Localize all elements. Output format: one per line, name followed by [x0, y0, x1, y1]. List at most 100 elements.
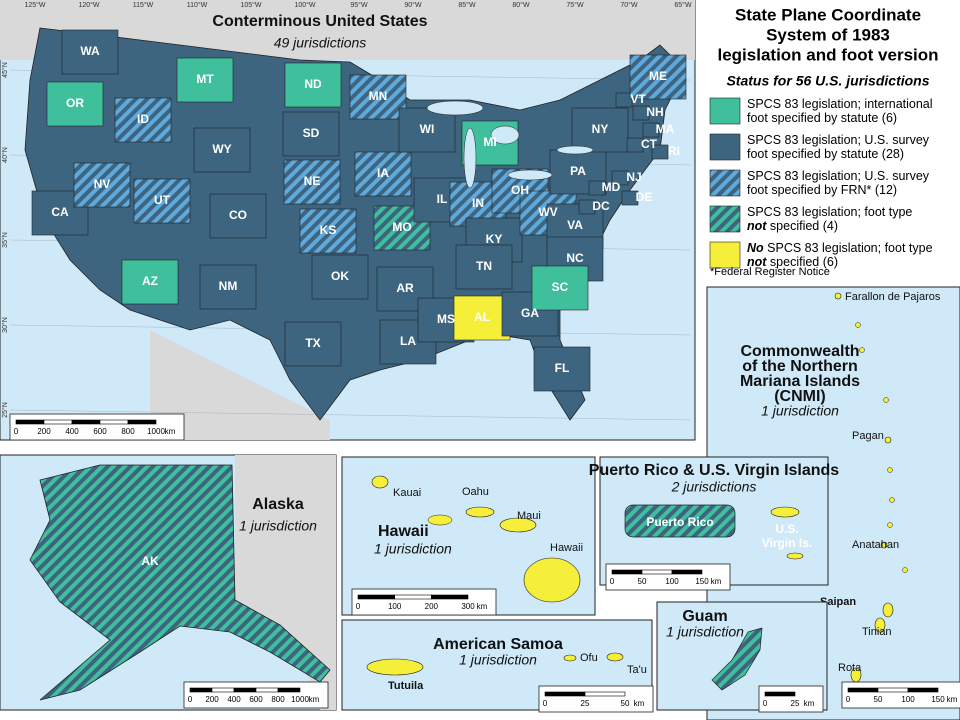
state-label: CO [229, 208, 247, 222]
state [133, 178, 191, 224]
scale-label: 50 [874, 695, 883, 704]
scale-unit: km [634, 699, 645, 708]
island [711, 627, 763, 691]
state-label: SD [303, 126, 320, 140]
state-label: CA [51, 205, 69, 219]
state [398, 107, 456, 153]
scale-segment [907, 687, 939, 693]
island-label: Oahu [462, 486, 489, 498]
legend-label: No SPCS 83 legislation; foot type [747, 241, 933, 255]
islet [887, 522, 893, 528]
state-label: MA [656, 122, 675, 136]
latitude-label: 40°N [1, 147, 9, 163]
legend-swatch [709, 241, 741, 269]
state-label: GA [521, 306, 539, 320]
state-label: NY [592, 122, 609, 136]
state [209, 193, 267, 239]
island [786, 552, 804, 560]
state [311, 254, 369, 300]
state-label: CT [641, 137, 658, 151]
scale-label: 25 [581, 699, 590, 708]
panel-title: (CNMI) [774, 388, 826, 405]
state [571, 107, 629, 153]
latitude-label: 25°N [1, 402, 9, 418]
scale-label: 200 [37, 427, 51, 436]
scale-segment [544, 691, 586, 697]
legend-run: foot specified by statute (6) [747, 111, 897, 125]
scale-box [758, 685, 824, 713]
scale-unit: km [947, 695, 958, 704]
islet [902, 567, 908, 573]
state-label: VA [567, 218, 583, 232]
scale-segment [584, 691, 626, 697]
state-label: WI [420, 122, 435, 136]
state [455, 244, 513, 290]
legend-swatch [709, 205, 741, 233]
state-label: MN [369, 89, 388, 103]
state [114, 97, 172, 143]
state-label: OK [331, 269, 349, 283]
scale-box [183, 681, 329, 709]
state [632, 105, 650, 121]
legend-run: not [747, 219, 767, 233]
scale-box [605, 563, 731, 591]
state-label: NE [304, 174, 321, 188]
state-label: NC [566, 251, 584, 265]
state [611, 170, 629, 186]
legend-label: SPCS 83 legislation; U.S. survey [747, 133, 930, 147]
state [283, 159, 341, 205]
scale-label: 300 [461, 602, 475, 611]
state-label: MS [437, 312, 455, 326]
state-label: KS [320, 223, 337, 237]
alaska [29, 464, 331, 701]
state-label: ID [137, 112, 149, 126]
state-label: AL [474, 310, 490, 324]
scale-segment [71, 419, 101, 425]
island [624, 504, 736, 538]
islet [855, 322, 861, 328]
legend-swatch [709, 97, 741, 125]
scale-label: 25 [791, 699, 800, 708]
island [366, 658, 424, 676]
island-label: Farallon de Pajaros [845, 291, 941, 303]
state-label: RI [668, 144, 680, 158]
panel-title: American Samoa [433, 636, 563, 653]
island-label: Saipan [820, 596, 856, 608]
longitude-label: 115°W [133, 1, 154, 9]
panel-title: Alaska [252, 496, 304, 513]
state-label: NV [94, 177, 111, 191]
panel-subtitle: 49 jurisdictions [274, 35, 367, 51]
scale-label: 0 [846, 695, 851, 704]
legend-title: State Plane Coordinate [735, 5, 921, 24]
state [615, 92, 633, 108]
scale-segment [847, 687, 879, 693]
state-label: ME [649, 69, 667, 83]
state-label: WA [80, 44, 100, 58]
scale-segment [99, 419, 129, 425]
panel-subtitle: 1 jurisdiction [761, 403, 839, 419]
state-label: AZ [142, 274, 158, 288]
longitude-label: 75°W [566, 1, 584, 9]
state-label: FL [555, 361, 570, 375]
state-label: ND [304, 77, 322, 91]
islet [887, 467, 893, 473]
legend-subtitle: Status for 56 U.S. jurisdictions [726, 73, 929, 89]
scale-label: 200 [205, 695, 219, 704]
state-label: KY [486, 232, 503, 246]
scale-label: 0 [763, 699, 768, 708]
state [46, 81, 104, 127]
state [349, 74, 407, 120]
longitude-label: 85°W [458, 1, 476, 9]
legend-run: SPCS 83 legislation; foot type [764, 241, 933, 255]
panel-subtitle: 2 jurisdictions [671, 479, 757, 495]
panel-subtitle: 1 jurisdiction [239, 518, 317, 534]
island [882, 602, 894, 618]
island-label: Virgin Is. [762, 536, 812, 550]
state [651, 144, 669, 160]
scale-label: 0 [610, 577, 615, 586]
island-label: Anatahan [852, 539, 899, 551]
island-label: Pagan [852, 430, 884, 442]
scale-label: 1000 [147, 427, 165, 436]
mexico [150, 330, 330, 440]
scale-segment [277, 687, 301, 693]
